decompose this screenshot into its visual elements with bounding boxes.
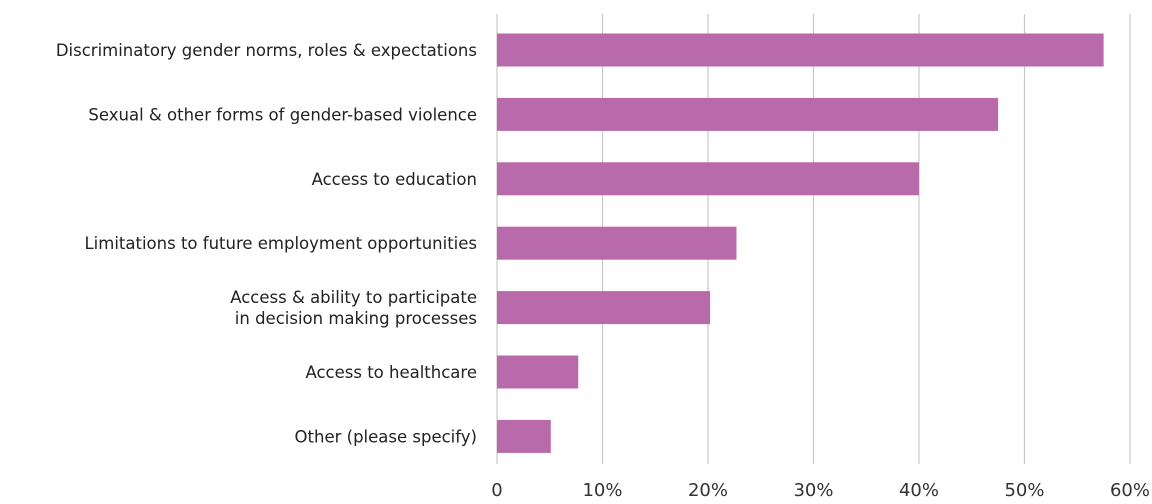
category-label-line: Access to healthcare <box>305 363 477 382</box>
x-axis-ticks: 0 10% 20% 30% 40% 50% 60% <box>491 480 1150 501</box>
bar <box>497 355 579 389</box>
x-tick-label: 0 <box>491 480 502 501</box>
category-label: Access to healthcare <box>305 363 477 382</box>
category-label: Access to education <box>312 170 477 189</box>
bar <box>497 226 737 260</box>
x-tick-label: 20% <box>688 480 728 501</box>
category-label: Limitations to future employment opportu… <box>84 234 477 253</box>
x-tick-label: 30% <box>793 480 833 501</box>
category-label: Sexual & other forms of gender-based vio… <box>88 105 477 124</box>
x-tick-label: 10% <box>582 480 622 501</box>
category-label-line: Limitations to future employment opportu… <box>84 234 477 253</box>
x-tick-label: 50% <box>1004 480 1044 501</box>
category-label-line: Discriminatory gender norms, roles & exp… <box>56 41 477 60</box>
bar <box>497 162 919 196</box>
category-label-line: in decision making processes <box>235 309 477 328</box>
category-label-line: Access & ability to participate <box>230 288 477 307</box>
category-label: Other (please specify) <box>295 427 477 446</box>
bar <box>497 33 1104 67</box>
category-label-line: Sexual & other forms of gender-based vio… <box>88 105 477 124</box>
bar <box>497 291 711 325</box>
bar <box>497 419 551 453</box>
category-label-line: Access to education <box>312 170 477 189</box>
x-tick-label: 60% <box>1110 480 1150 501</box>
x-tick-label: 40% <box>899 480 939 501</box>
bar <box>497 97 999 131</box>
category-label: Access & ability to participate in decisi… <box>230 288 477 328</box>
category-labels: Discriminatory gender norms, roles & exp… <box>56 41 477 446</box>
bars <box>497 33 1104 453</box>
category-label: Discriminatory gender norms, roles & exp… <box>56 41 477 60</box>
category-label-line: Other (please specify) <box>295 427 477 446</box>
